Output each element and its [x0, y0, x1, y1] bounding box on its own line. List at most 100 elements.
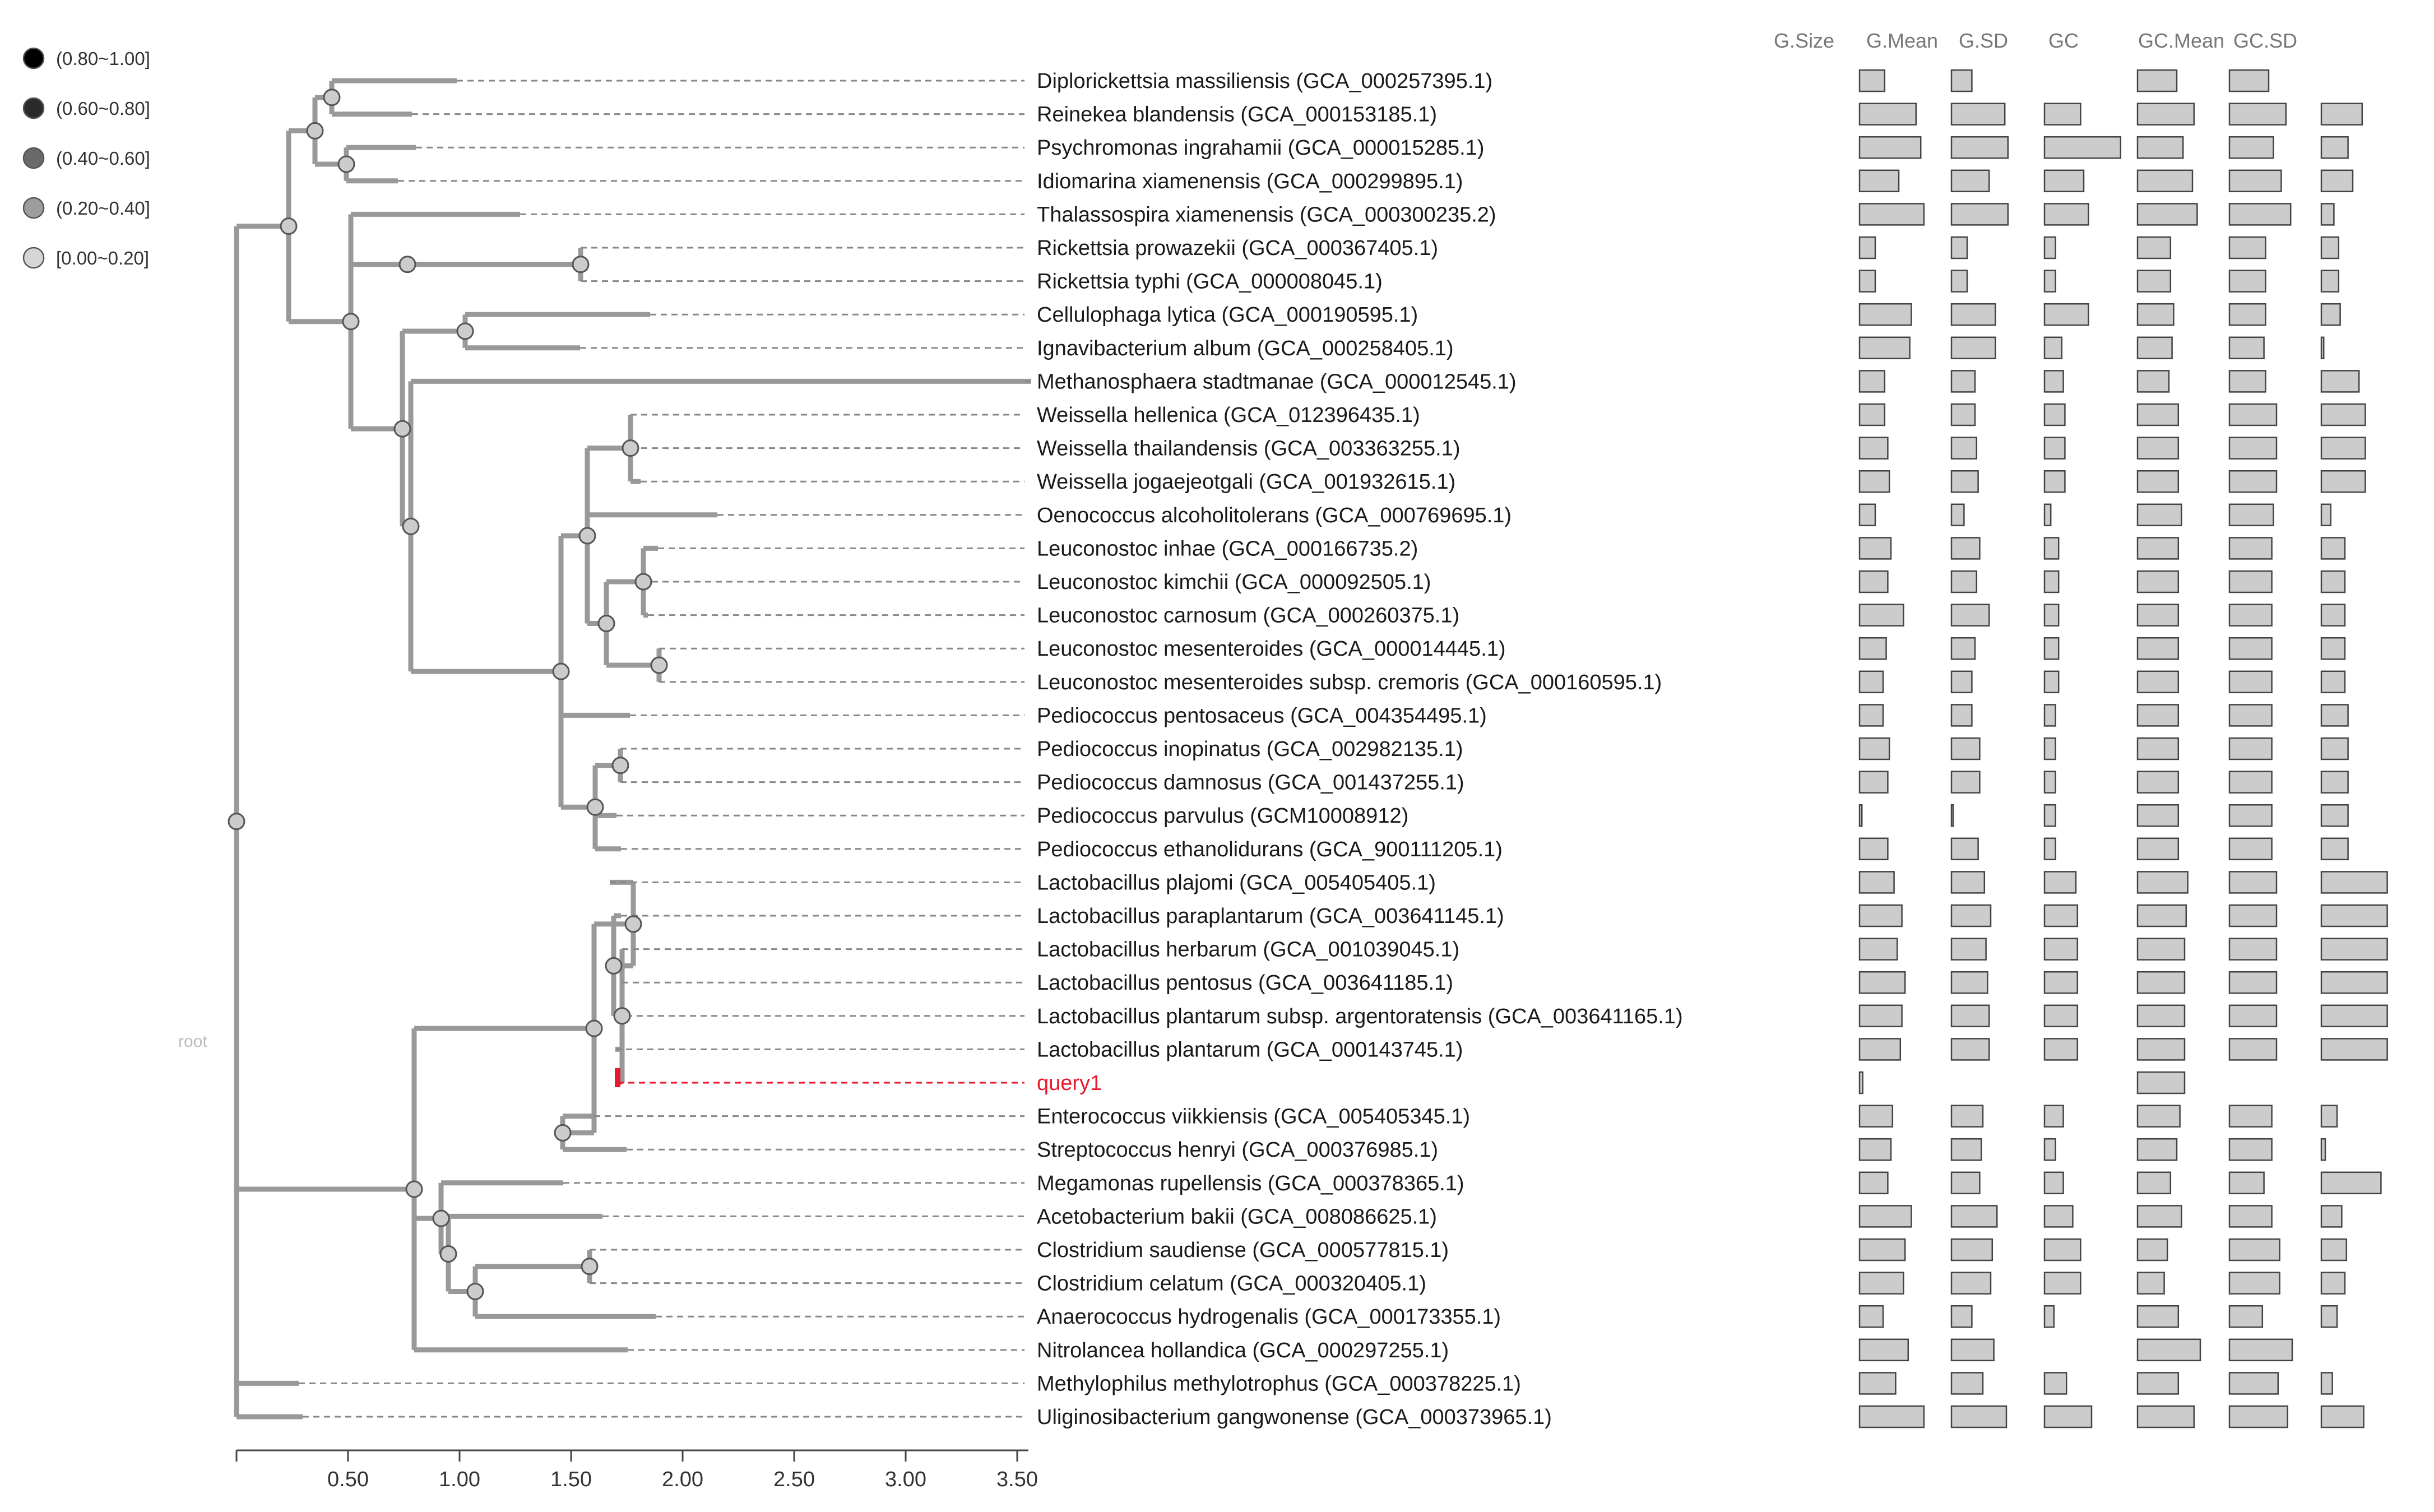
metric-bar	[2320, 971, 2388, 994]
metric-bar	[1858, 303, 1912, 326]
leaf-label: Nitrolancea hollandica (GCA_000297255.1)	[1037, 1339, 1449, 1362]
leaf-label: Leuconostoc mesenteroides (GCA_000014445…	[1037, 637, 1506, 661]
leaf-label: Leuconostoc mesenteroides subsp. cremori…	[1037, 671, 1662, 694]
metric-bar	[1858, 804, 1863, 827]
metric-bar	[2228, 1138, 2273, 1161]
leaf-label: Acetobacterium bakii (GCA_008086625.1)	[1037, 1205, 1437, 1228]
metric-bar	[2228, 303, 2266, 326]
metric-bar	[2320, 837, 2349, 861]
metric-bar	[2320, 637, 2346, 660]
metric-bar	[1858, 1305, 1884, 1328]
metric-bar	[1950, 904, 1992, 927]
metric-bar	[2228, 1004, 2278, 1028]
metric-bar	[2228, 1405, 2288, 1428]
metric-bar	[2228, 1372, 2279, 1395]
metric-bar	[1858, 1171, 1889, 1195]
metric-bar	[1858, 470, 1890, 493]
metric-bar	[2136, 637, 2180, 660]
metric-bar	[1950, 370, 1976, 393]
metric-bar	[2320, 236, 2340, 259]
metric-bar	[2228, 270, 2266, 293]
legend-swatch	[22, 47, 45, 69]
metric-bar	[2320, 938, 2388, 961]
metric-bar	[1858, 537, 1892, 560]
leaf-label: Clostridium saudiense (GCA_000577815.1)	[1037, 1239, 1449, 1262]
metric-bar	[2320, 103, 2363, 126]
metric-bar	[1858, 1372, 1897, 1395]
metric-bar	[2228, 1238, 2280, 1261]
node-marker	[581, 1258, 599, 1276]
metric-bar	[2320, 303, 2341, 326]
metric-bar	[1858, 370, 1886, 393]
metric-bar	[1950, 270, 1968, 293]
metric-bar	[1950, 303, 1996, 326]
metric-bar	[1950, 1105, 1984, 1128]
legend-label: (0.60~0.80]	[56, 98, 150, 119]
metric-bar	[2136, 1004, 2186, 1028]
metric-bar	[2136, 971, 2186, 994]
leaf-label: Weissella thailandensis (GCA_003363255.1…	[1037, 437, 1461, 461]
metric-bar	[2043, 303, 2089, 326]
metric-bar	[2228, 136, 2274, 159]
metric-bar	[1858, 103, 1917, 126]
metric-bar	[2228, 704, 2273, 727]
node-marker	[552, 662, 570, 680]
metric-bar	[1950, 1338, 1995, 1362]
metric-bar	[1858, 437, 1889, 460]
leaf-label: Streptococcus henryi (GCA_000376985.1)	[1037, 1138, 1438, 1162]
leaf-label: Thalassospira xiamenensis (GCA_000300235…	[1037, 203, 1496, 226]
column-header: GC	[2048, 29, 2079, 52]
metric-bar	[1950, 69, 1973, 92]
metric-bar	[2228, 938, 2278, 961]
metric-bar	[2043, 503, 2052, 527]
metric-bar	[2136, 370, 2170, 393]
metric-bar	[1858, 1138, 1892, 1161]
metric-bar	[2043, 837, 2056, 861]
metric-bar	[2043, 604, 2060, 627]
leaf-label: Methanosphaera stadtmanae (GCA_000012545…	[1037, 370, 1517, 393]
metric-bar	[2136, 804, 2180, 827]
metric-bar	[2136, 1272, 2165, 1295]
metric-bar	[2043, 1238, 2081, 1261]
metric-bar	[1858, 1238, 1906, 1261]
metric-bar	[1858, 670, 1884, 694]
legend-label: (0.80~1.00]	[56, 48, 150, 69]
metric-bar	[2228, 69, 2270, 92]
metric-bar	[2043, 103, 2081, 126]
metric-bar	[2043, 370, 2064, 393]
metric-bar	[1950, 637, 1976, 660]
legend-swatch	[22, 147, 45, 169]
metric-bar	[2043, 1138, 2056, 1161]
metric-bar	[2043, 203, 2089, 226]
metric-bar	[2136, 737, 2180, 760]
metric-bar	[2043, 136, 2122, 159]
metric-bar	[1950, 871, 1986, 894]
node-marker	[398, 256, 416, 273]
metric-bar	[2136, 1171, 2172, 1195]
metric-bar	[1950, 1405, 2008, 1428]
metric-bar	[2228, 370, 2266, 393]
metric-bar	[2320, 1372, 2333, 1395]
metric-bar	[1858, 570, 1889, 593]
node-marker	[605, 957, 623, 975]
metric-bar	[2043, 1171, 2064, 1195]
metric-bar	[1950, 1205, 1998, 1228]
legend-label: [0.00~0.20]	[56, 248, 149, 268]
metric-bar	[2043, 871, 2077, 894]
metric-bar	[1858, 503, 1876, 527]
leaf-label: Leuconostoc kimchii (GCA_000092505.1)	[1037, 571, 1431, 594]
metric-bar	[2043, 470, 2066, 493]
metric-bar	[2228, 169, 2282, 193]
metric-bar	[2136, 1105, 2181, 1128]
node-marker	[439, 1245, 457, 1263]
metric-bar	[2043, 904, 2079, 927]
metric-bar	[1950, 470, 1979, 493]
metric-bar	[1950, 503, 1965, 527]
metric-bar	[2320, 136, 2349, 159]
node-marker	[306, 122, 324, 140]
node-marker	[634, 573, 652, 591]
metric-bar	[2136, 503, 2182, 527]
metric-bar	[2320, 1105, 2338, 1128]
metric-bar	[2136, 169, 2194, 193]
node-marker	[586, 798, 604, 816]
